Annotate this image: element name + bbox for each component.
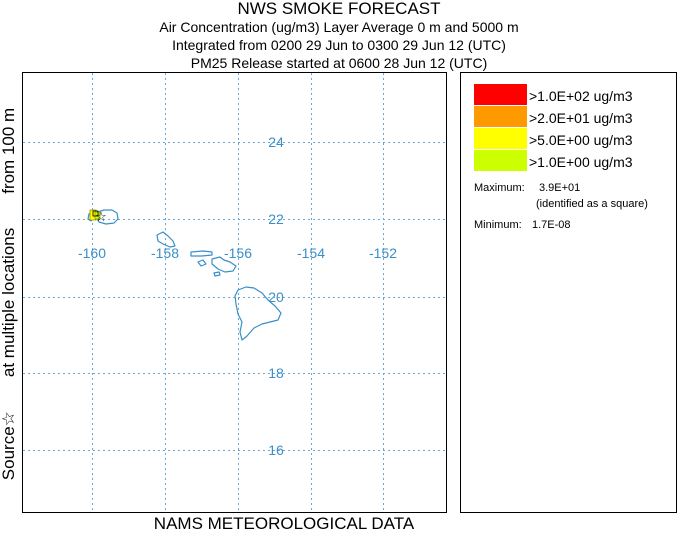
chart-title: NWS SMOKE FORECAST [237,0,441,18]
maximum-label: Maximum: [474,182,525,194]
maximum-note: (identified as a square) [536,198,648,210]
lon-tick-154: -154 [297,245,325,261]
subtitle-integration: Integrated from 0200 29 Jun to 0300 29 J… [172,37,506,53]
map-frame [22,72,447,513]
subtitle-release: PM25 Release started at 0600 28 Jun 12 (… [190,55,488,71]
legend-label-2: >2.0E+01 ug/m3 [529,110,633,126]
map-and-legend: -160 -158 -156 -154 -152 24 22 20 18 16 … [22,72,677,513]
legend-label-3: >5.0E+00 ug/m3 [529,132,633,148]
lat-tick-18: 18 [268,365,284,381]
smoke-plume: ☆ [89,209,107,225]
minimum-value: 1.7E-08 [532,219,571,231]
source-star-icon: ☆ [95,210,107,225]
legend-swatch-lime [474,150,527,171]
legend-swatch-orange [474,106,527,127]
kauai-island [95,209,119,225]
lat-tick-16: 16 [268,442,284,458]
met-data-label: NAMS METEOROLOGICAL DATA [153,514,415,533]
lat-tick-22: 22 [268,211,284,227]
lon-tick-156: -156 [224,245,252,261]
minimum-label: Minimum: [474,219,522,231]
lat-tick-20: 20 [268,289,284,305]
lon-tick-158: -158 [151,245,179,261]
graticule [23,73,446,512]
lanai-island [197,259,207,267]
legend-frame [460,72,677,513]
molokai-island [190,250,213,257]
oahu-island [156,231,176,248]
lat-tick-24: 24 [268,134,284,150]
hawaii-coastlines [87,209,282,341]
big-island [234,286,282,341]
legend-label-4: >1.0E+00 ug/m3 [529,154,633,170]
subtitle-concentration: Air Concentration (ug/m3) Layer Average … [159,19,519,35]
maximum-square [92,210,99,217]
legend-label-1: >1.0E+02 ug/m3 [529,88,633,104]
maximum-value: 3.9E+01 [539,182,580,194]
legend-swatch-red [474,84,527,105]
kahoolawe-island [213,271,221,277]
lon-tick-152: -152 [369,245,397,261]
maui-island [211,256,237,273]
legend-swatch-yellow [474,128,527,149]
lon-tick-160: -160 [78,245,106,261]
concentration-cell [94,211,101,220]
